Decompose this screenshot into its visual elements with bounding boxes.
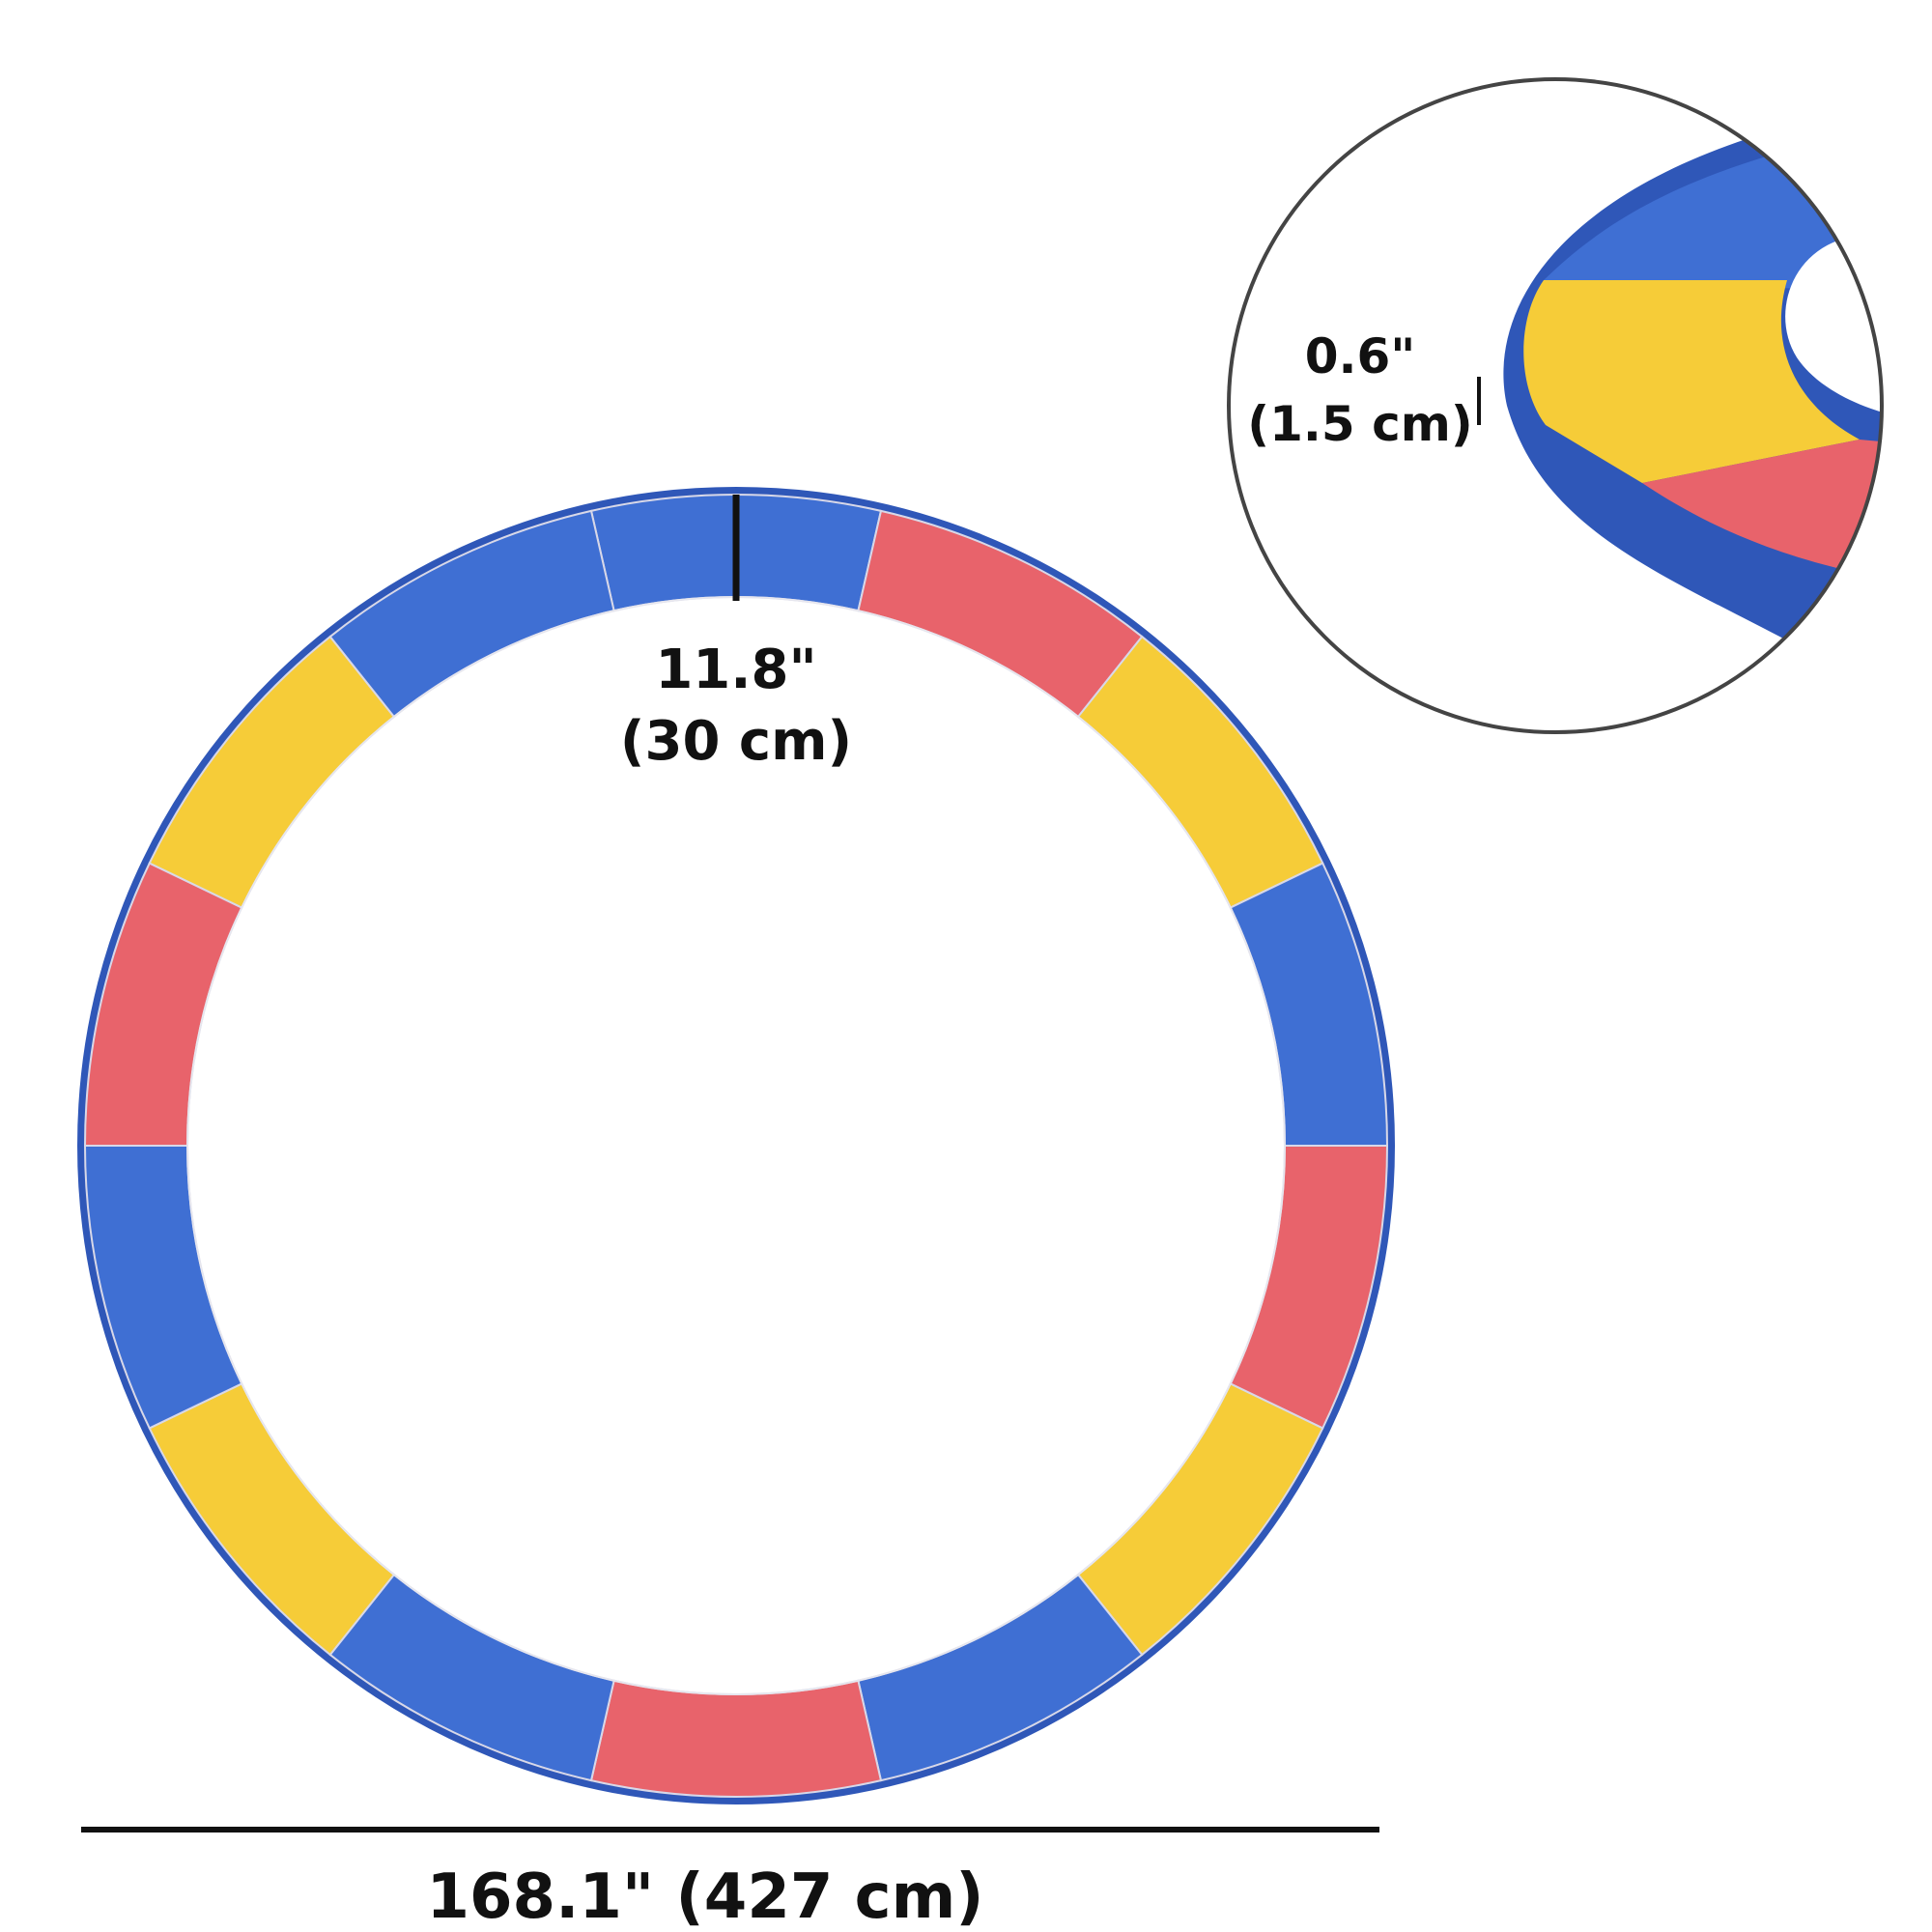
ring-segment-yellow xyxy=(1076,1382,1324,1657)
ring-segment-red xyxy=(83,862,243,1147)
thickness-inches: 0.6" xyxy=(1305,328,1416,384)
ring-segment-red xyxy=(589,1679,883,1798)
pad-top-red xyxy=(1642,440,1882,580)
pad-top-yellow xyxy=(1523,280,1860,483)
ring-segment-yellow xyxy=(148,1382,396,1657)
pad-width-cm: (30 cm) xyxy=(620,710,852,773)
thickness-detail-inset xyxy=(1227,77,1884,734)
thickness-cm: (1.5 cm) xyxy=(1247,396,1472,452)
pad-top-blue xyxy=(1544,155,1835,290)
ring-segment-yellow xyxy=(148,635,396,909)
pad-cross-section xyxy=(1503,135,1882,667)
ring-segment-blue xyxy=(328,1573,615,1782)
diameter-label: 168.1" (427 cm) xyxy=(426,1861,983,1932)
ring-segment-yellow xyxy=(1076,635,1324,909)
ring-segment-red xyxy=(857,509,1144,719)
pad-width-inches: 11.8" xyxy=(655,639,816,701)
trampoline-pad-ring xyxy=(77,487,1395,1804)
ring-outer-edge xyxy=(77,487,1395,1804)
ring-segment-blue xyxy=(328,509,615,719)
ring-segment-blue xyxy=(83,1145,243,1430)
ring-segment-blue xyxy=(1229,862,1389,1147)
ring-segment-blue xyxy=(857,1573,1144,1782)
ring-segment-red xyxy=(1229,1145,1389,1430)
ring-segments xyxy=(83,494,1389,1798)
